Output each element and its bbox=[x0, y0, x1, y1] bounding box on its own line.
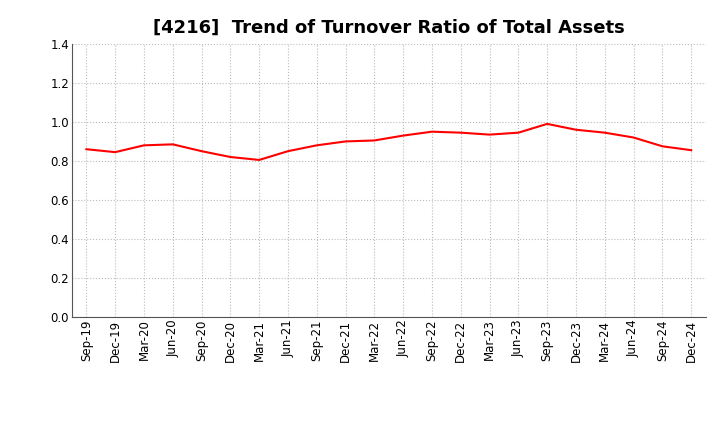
Title: [4216]  Trend of Turnover Ratio of Total Assets: [4216] Trend of Turnover Ratio of Total … bbox=[153, 19, 625, 37]
